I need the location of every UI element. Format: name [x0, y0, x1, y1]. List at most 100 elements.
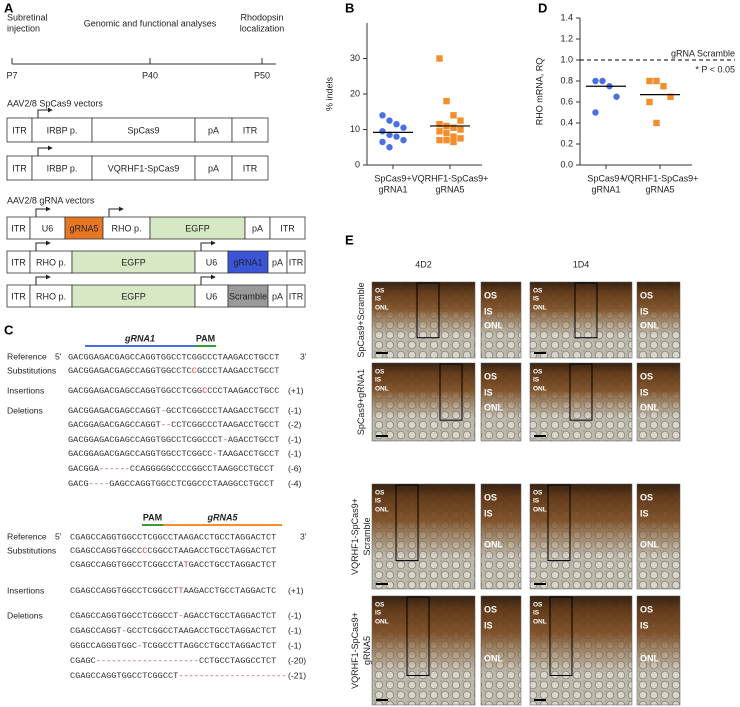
substitution-seq: GACGGAGACGAGCCAGGTGGCCTCCGCCCTAAGACCTGCC… — [68, 366, 279, 376]
stain-layer — [637, 282, 680, 358]
stain-layer — [530, 282, 632, 358]
data-point — [599, 77, 606, 85]
image-frame — [371, 483, 476, 590]
deletion-seq: GACGGAGACGAGCCAGGT--CCTCGGCCCTAAGACCTGCC… — [68, 420, 279, 430]
x-tick-label: VQRHF1-SpCas9+ — [622, 173, 699, 183]
segment-label: pA — [252, 223, 263, 233]
row-label: VQRHF1-SpCas9+ Scramble — [350, 498, 372, 575]
sequence-part: CGGCCTAAGACCTGCCTAGGACTCT — [147, 546, 276, 556]
layer-label: ONL — [533, 386, 547, 393]
promoter-arrow — [200, 240, 216, 251]
stain-layer — [530, 484, 632, 589]
segment-label: ITR — [11, 257, 26, 267]
sequence-part: GACGGAGACGAGCCAGGTGGCCTCGG — [68, 386, 202, 396]
promoter-arrow — [35, 240, 51, 251]
y-tick-label: 0.0 — [560, 159, 573, 169]
five-prime: 5' — [55, 351, 62, 361]
layer-label: ONL — [484, 320, 504, 330]
deletion-seq: CGAGCCAGGT-GCCTCGGCCTAAGACCTGCCTAGGACTCT — [70, 626, 276, 636]
y-tick-label: 1.2 — [560, 33, 573, 43]
image-frame — [636, 281, 681, 359]
layer-label: IS — [375, 296, 382, 303]
data-point — [450, 112, 457, 119]
indel-size: (-1) — [288, 625, 302, 635]
sequence-part: - — [122, 626, 127, 636]
segment-label: ITR — [12, 125, 27, 135]
reference-seq: CGAGCCAGGTGGCCTCGGCCTAAGACCTGCCTAGGACTCT — [70, 532, 276, 542]
stain-layer — [637, 596, 680, 705]
sequence-part: TAAGACCTGCCT — [218, 449, 280, 459]
image-frame — [529, 483, 633, 590]
row-label-line: VQRHF1-SpCas9+ — [350, 612, 360, 689]
panel-label: D — [538, 0, 547, 15]
segment-label: EGFP — [121, 257, 146, 267]
data-point — [393, 120, 400, 128]
pam-label: PAM — [196, 333, 215, 343]
stain-layer — [637, 363, 680, 441]
x-tick-label: SpCas9+ — [587, 173, 624, 183]
segment-label: ITR — [12, 163, 27, 173]
sequence-part: - — [212, 449, 217, 459]
y-axis-title-group: RHO mRNA, RQ — [534, 58, 544, 126]
layer-label: OS — [533, 602, 543, 609]
layer-label: OS — [533, 369, 543, 376]
three-prime: 3' — [300, 351, 307, 361]
indel-size: (+1) — [288, 585, 304, 595]
indel-size: (-1) — [288, 434, 302, 444]
segment-label: pA — [272, 257, 283, 267]
segment-label: ITR — [11, 223, 26, 233]
inset-box — [395, 484, 419, 562]
row-label: Substitutions — [7, 545, 56, 555]
data-point — [653, 119, 660, 127]
x-tick-label: SpCas9+ — [374, 173, 411, 183]
vector-segment — [269, 216, 306, 240]
data-point — [436, 120, 443, 128]
row-label: Insertions — [7, 385, 44, 395]
segment-label: pA — [272, 291, 283, 301]
stain-layer — [372, 596, 475, 705]
layer-label: OS — [640, 290, 653, 300]
vector-segment — [91, 155, 196, 181]
sequence-part: GACGGAGACGAGCCAGGT — [68, 406, 161, 416]
sequence-part: CGAGCCAGGTGGCCTCGGCCT — [70, 671, 178, 681]
deletion-seq: GACGGAGACGAGCCAGGT-GCCTCGGCCCTAAGACCTGCC… — [68, 406, 279, 416]
sequence-part: GACGGAGACGAGCCAGGT — [68, 420, 161, 430]
y-tick-label: 0.6 — [560, 96, 573, 106]
data-point — [443, 97, 450, 105]
indel-size: (-1) — [288, 405, 302, 415]
sequence-part: C — [202, 386, 207, 396]
data-point — [379, 112, 386, 119]
segment-label: VQRHF1-SpCas9 — [108, 163, 180, 173]
image-frame — [480, 362, 522, 442]
promoter-arrow — [35, 274, 51, 285]
data-point — [660, 83, 667, 90]
row-label-line: gRNA5 — [362, 636, 372, 665]
layer-label: OS — [484, 371, 497, 381]
layer-label: OS — [640, 371, 653, 381]
sequence-part: ---- — [89, 479, 110, 489]
reference-label: gRNA Scramble — [671, 48, 735, 58]
row-label: SpCas9+Scramble — [356, 282, 366, 357]
promoter-arrow — [37, 107, 53, 118]
sequence-part: CCTGCCTAGGCCTCT — [199, 656, 276, 666]
sequence-part: CCAGGGGGCCCCGGCCTAAGGCCTGCCT — [130, 464, 274, 474]
indel-size: (-4) — [288, 478, 302, 488]
inset-box — [406, 596, 430, 676]
sequence-part: CGAGCCAGGTGGCCTCGGCCT — [70, 611, 178, 621]
image-frame — [480, 281, 522, 359]
segment-label: ITR — [11, 291, 26, 301]
sequence-part: CGAGCCAGGT — [70, 626, 122, 636]
layer-label: ONL — [375, 386, 389, 393]
layer-label: ONL — [640, 320, 660, 330]
segment-label: U6 — [206, 257, 218, 267]
event-label: Rhodopsin — [240, 12, 283, 22]
segment-label: IRBP p. — [47, 163, 78, 173]
vector-segment — [231, 155, 269, 181]
data-point — [436, 55, 443, 62]
stain-layer — [481, 596, 521, 705]
row-label: Reference — [7, 351, 47, 361]
vector-segment — [286, 250, 306, 274]
vector-segment — [31, 117, 93, 143]
row-label-group: VQRHF1-SpCas9+ gRNA5 — [350, 612, 372, 689]
layer-label: OS — [375, 369, 385, 376]
